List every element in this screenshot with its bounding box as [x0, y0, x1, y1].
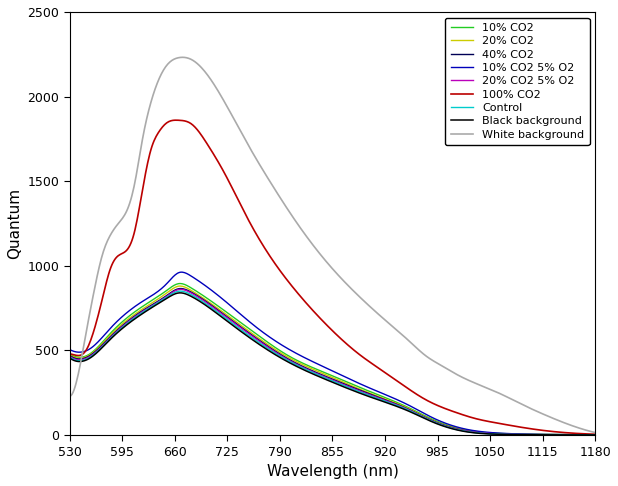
Line: 40% CO2: 40% CO2 [70, 289, 595, 435]
10% CO2 [591, 432, 599, 438]
40% CO2 [177, 286, 184, 292]
White background [179, 54, 186, 60]
20% CO2 [581, 432, 588, 438]
Control [316, 373, 324, 379]
100% CO2 [316, 315, 324, 321]
20% CO2 [591, 432, 599, 438]
100% CO2 [352, 348, 359, 354]
100% CO2 [580, 431, 587, 437]
10% CO2 [66, 351, 74, 357]
10% CO2 [380, 394, 387, 400]
X-axis label: Wavelength (nm): Wavelength (nm) [266, 464, 399, 479]
Control [580, 432, 587, 438]
100% CO2 [320, 319, 328, 325]
Control [177, 288, 184, 294]
White background [316, 252, 324, 258]
10% CO2 5% O2 [66, 347, 74, 352]
Legend: 10% CO2, 20% CO2, 40% CO2, 10% CO2 5% O2, 20% CO2 5% O2, 100% CO2, Control, Blac: 10% CO2, 20% CO2, 40% CO2, 10% CO2 5% O2… [446, 17, 590, 145]
10% CO2 5% O2 [380, 391, 387, 397]
Line: Black background: Black background [70, 293, 595, 435]
10% CO2 [177, 280, 184, 286]
20% CO2 [380, 396, 387, 401]
10% CO2 5% O2 [580, 432, 587, 437]
10% CO2 5% O2 [352, 379, 359, 384]
40% CO2 [320, 373, 328, 379]
100% CO2 [497, 421, 505, 427]
Black background [579, 432, 586, 438]
100% CO2 [66, 351, 74, 357]
White background [580, 427, 587, 433]
White background [591, 430, 599, 435]
20% CO2 [580, 432, 587, 438]
100% CO2 [591, 431, 599, 437]
White background [352, 290, 359, 295]
Line: White background: White background [70, 57, 595, 433]
10% CO2 [580, 432, 587, 437]
Line: Control: Control [70, 291, 595, 435]
10% CO2 [316, 368, 324, 374]
10% CO2 [497, 431, 505, 436]
Black background [177, 290, 184, 296]
40% CO2 [580, 432, 587, 438]
20% CO2 5% O2 [177, 286, 184, 292]
20% CO2 5% O2 [380, 397, 387, 403]
10% CO2 [320, 369, 328, 375]
Line: 20% CO2: 20% CO2 [70, 286, 595, 435]
Black background [380, 399, 387, 404]
Black background [352, 388, 359, 394]
Line: 100% CO2: 100% CO2 [70, 120, 595, 434]
20% CO2 5% O2 [352, 386, 359, 392]
20% CO2 [316, 369, 324, 375]
10% CO2 5% O2 [497, 430, 505, 436]
Control [66, 354, 74, 360]
40% CO2 [316, 371, 324, 377]
Line: 10% CO2 5% O2: 10% CO2 5% O2 [70, 272, 595, 435]
20% CO2 [66, 352, 74, 358]
Black background [497, 432, 505, 437]
20% CO2 [320, 371, 328, 377]
20% CO2 5% O2 [591, 432, 599, 438]
White background [380, 316, 387, 322]
Black background [316, 374, 324, 380]
White background [66, 393, 74, 399]
Y-axis label: Quantum: Quantum [7, 188, 22, 259]
Black background [66, 355, 74, 361]
Black background [581, 432, 588, 438]
10% CO2 5% O2 [591, 432, 599, 438]
100% CO2 [380, 368, 387, 374]
20% CO2 [352, 384, 359, 390]
Black background [320, 376, 328, 382]
Line: 10% CO2: 10% CO2 [70, 283, 595, 435]
White background [320, 255, 328, 261]
40% CO2 [497, 431, 505, 437]
20% CO2 5% O2 [580, 432, 587, 438]
Black background [591, 432, 599, 438]
20% CO2 5% O2 [66, 353, 74, 359]
Control [352, 387, 359, 393]
40% CO2 [380, 396, 387, 402]
10% CO2 [352, 382, 359, 388]
Line: 20% CO2 5% O2: 20% CO2 5% O2 [70, 289, 595, 435]
Control [497, 431, 505, 437]
40% CO2 [66, 353, 74, 359]
20% CO2 5% O2 [316, 372, 324, 378]
40% CO2 [591, 432, 599, 438]
10% CO2 5% O2 [320, 364, 328, 370]
20% CO2 [497, 431, 505, 437]
Control [591, 432, 599, 438]
100% CO2 [172, 117, 180, 123]
20% CO2 [177, 283, 184, 289]
20% CO2 5% O2 [320, 373, 328, 379]
10% CO2 5% O2 [178, 269, 185, 275]
Control [320, 374, 328, 380]
40% CO2 [352, 385, 359, 391]
Control [380, 398, 387, 403]
White background [497, 391, 505, 397]
20% CO2 5% O2 [497, 431, 505, 437]
10% CO2 5% O2 [316, 363, 324, 368]
